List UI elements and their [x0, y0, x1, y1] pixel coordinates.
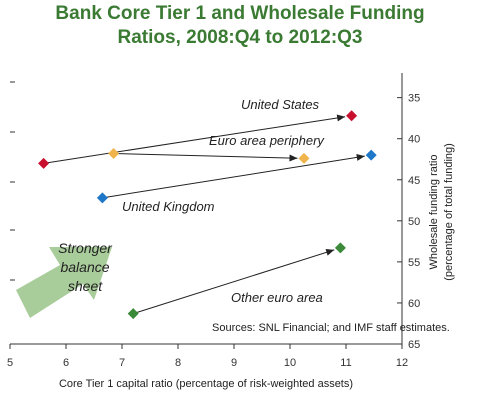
- y-tick-label: 40: [408, 134, 420, 146]
- label-united-kingdom: United Kingdom: [122, 199, 215, 214]
- x-tick-label: 12: [396, 357, 408, 369]
- y-tick-label: 45: [408, 175, 420, 187]
- x-ticks: 5 6 7 8 9 10 11 12: [7, 344, 408, 369]
- series-arrow-line: [102, 155, 365, 199]
- series-end-point: [365, 149, 377, 161]
- x-tick-label: 7: [119, 357, 125, 369]
- label-euro-area-periphery: Euro area periphery: [209, 133, 325, 148]
- y-axis-label-line-2: (percentage of total funding): [443, 143, 455, 281]
- y-axis-label-group: Wholesale funding ratio (percentage of t…: [428, 143, 455, 281]
- series-start-point: [96, 192, 108, 204]
- series-arrow-head: [289, 154, 298, 162]
- y-ticks: 35 40 45 50 55 60 65: [397, 93, 420, 351]
- annotation-line-3: sheet: [68, 278, 103, 294]
- series-start-point: [38, 157, 50, 169]
- series-end-point: [298, 152, 310, 164]
- series-start-point: [127, 308, 139, 320]
- label-united-states: United States: [241, 97, 320, 112]
- x-tick-label: 11: [340, 357, 351, 369]
- left-tick-marks: [10, 81, 15, 281]
- series-arrow-line: [43, 116, 346, 164]
- x-tick-label: 5: [7, 357, 13, 369]
- x-tick-label: 9: [231, 357, 237, 369]
- series-arrow-line: [133, 249, 335, 315]
- x-tick-label: 6: [63, 357, 69, 369]
- chart-title-line-2: Ratios, 2008:Q4 to 2012:Q3: [118, 27, 363, 48]
- y-tick-label: 65: [408, 339, 420, 351]
- series-layer: [38, 110, 377, 320]
- series-arrow-line: [113, 152, 298, 159]
- label-other-euro-area: Other euro area: [231, 290, 323, 305]
- y-tick-label: 60: [408, 298, 420, 310]
- chart-title-line-1: Bank Core Tier 1 and Wholesale Funding: [55, 3, 424, 24]
- series-arrow-head: [336, 114, 346, 122]
- series-start-point: [108, 147, 120, 159]
- stronger-balance-sheet-arrow: [16, 247, 112, 318]
- annotation-line-1: Stronger: [58, 240, 113, 256]
- series-end-point: [334, 242, 346, 254]
- series-arrow-head: [325, 248, 335, 256]
- series-arrow-head: [356, 153, 365, 161]
- y-tick-label: 55: [408, 257, 420, 269]
- y-tick-label: 50: [408, 216, 420, 228]
- source-note: Sources: SNL Financial; and IMF staff es…: [212, 322, 450, 334]
- x-tick-label: 8: [175, 357, 181, 369]
- x-axis-label: Core Tier 1 capital ratio (percentage of…: [59, 378, 353, 390]
- y-axis-label-line-1: Wholesale funding ratio: [428, 155, 440, 270]
- x-tick-label: 10: [284, 357, 296, 369]
- annotation-line-2: balance: [60, 259, 109, 275]
- y-tick-label: 35: [408, 93, 420, 105]
- series-end-point: [346, 110, 358, 122]
